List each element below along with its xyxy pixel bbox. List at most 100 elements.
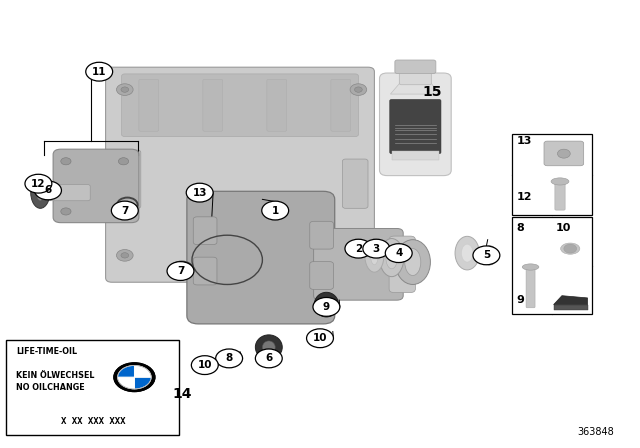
Wedge shape — [134, 366, 151, 377]
Circle shape — [25, 174, 52, 193]
Circle shape — [564, 244, 577, 253]
Circle shape — [385, 244, 412, 263]
FancyBboxPatch shape — [389, 236, 415, 293]
Text: 15: 15 — [422, 85, 442, 99]
Text: 8: 8 — [225, 353, 233, 363]
Text: 10: 10 — [556, 224, 571, 233]
Text: 12: 12 — [31, 179, 45, 189]
Wedge shape — [134, 377, 151, 389]
Ellipse shape — [314, 293, 339, 317]
Text: 363848: 363848 — [577, 427, 614, 437]
Circle shape — [61, 158, 71, 165]
Text: KEIN ÖLWECHSEL: KEIN ÖLWECHSEL — [16, 371, 95, 380]
Text: 9: 9 — [323, 302, 330, 312]
Text: 5: 5 — [483, 250, 490, 260]
FancyBboxPatch shape — [395, 60, 436, 73]
FancyBboxPatch shape — [193, 217, 217, 245]
Text: 2: 2 — [355, 244, 362, 254]
Circle shape — [216, 349, 243, 368]
FancyBboxPatch shape — [555, 182, 565, 210]
FancyBboxPatch shape — [392, 151, 439, 160]
Circle shape — [35, 181, 61, 200]
Circle shape — [116, 84, 133, 95]
Ellipse shape — [455, 237, 479, 270]
Text: 6: 6 — [265, 353, 273, 363]
Circle shape — [355, 87, 362, 92]
Circle shape — [114, 363, 155, 392]
Text: LIFE-TIME-OIL: LIFE-TIME-OIL — [16, 347, 77, 356]
Text: 7: 7 — [177, 266, 184, 276]
Text: 13: 13 — [193, 188, 207, 198]
Circle shape — [121, 87, 129, 92]
FancyBboxPatch shape — [187, 191, 335, 324]
FancyBboxPatch shape — [193, 257, 217, 285]
FancyBboxPatch shape — [106, 67, 374, 282]
FancyBboxPatch shape — [53, 149, 139, 223]
FancyBboxPatch shape — [310, 221, 333, 249]
Ellipse shape — [31, 176, 50, 208]
Ellipse shape — [36, 184, 44, 200]
Circle shape — [167, 262, 194, 280]
FancyBboxPatch shape — [37, 185, 90, 201]
Circle shape — [355, 253, 362, 258]
Text: 8: 8 — [516, 224, 524, 233]
Text: 7: 7 — [121, 206, 129, 215]
Circle shape — [313, 297, 340, 316]
Polygon shape — [554, 305, 588, 310]
Wedge shape — [118, 366, 134, 377]
FancyBboxPatch shape — [267, 79, 287, 131]
Circle shape — [255, 349, 282, 368]
Text: 6: 6 — [44, 185, 52, 195]
FancyBboxPatch shape — [399, 69, 431, 85]
FancyBboxPatch shape — [109, 150, 141, 208]
Bar — [6, 340, 179, 435]
Text: 4: 4 — [395, 248, 403, 258]
Ellipse shape — [386, 246, 397, 269]
Circle shape — [86, 62, 113, 81]
Text: 9: 9 — [516, 295, 524, 305]
Wedge shape — [118, 377, 134, 389]
Text: X XX XXX XXX: X XX XXX XXX — [61, 418, 125, 426]
Ellipse shape — [522, 264, 539, 270]
Ellipse shape — [561, 243, 580, 254]
FancyBboxPatch shape — [331, 79, 351, 131]
Ellipse shape — [461, 244, 473, 262]
Ellipse shape — [371, 246, 378, 265]
Text: NO OILCHANGE: NO OILCHANGE — [16, 383, 84, 392]
Bar — [512, 134, 592, 215]
Circle shape — [345, 239, 372, 258]
FancyBboxPatch shape — [526, 268, 535, 308]
Polygon shape — [554, 296, 588, 305]
Circle shape — [557, 149, 570, 158]
Text: 14: 14 — [173, 387, 192, 401]
Bar — [512, 217, 592, 314]
Circle shape — [116, 250, 133, 261]
FancyBboxPatch shape — [310, 262, 333, 289]
Text: 10: 10 — [198, 360, 212, 370]
Circle shape — [363, 239, 390, 258]
Circle shape — [61, 208, 71, 215]
FancyBboxPatch shape — [342, 159, 368, 208]
Text: 12: 12 — [517, 192, 532, 202]
Circle shape — [191, 356, 218, 375]
Circle shape — [262, 201, 289, 220]
FancyBboxPatch shape — [380, 73, 451, 176]
FancyBboxPatch shape — [122, 74, 358, 137]
Ellipse shape — [321, 298, 332, 311]
Text: 3: 3 — [372, 244, 380, 254]
Circle shape — [118, 208, 129, 215]
Circle shape — [473, 246, 500, 265]
Ellipse shape — [365, 238, 384, 272]
Circle shape — [121, 253, 129, 258]
Circle shape — [118, 158, 129, 165]
Ellipse shape — [551, 178, 569, 185]
Text: 1: 1 — [271, 206, 279, 215]
Ellipse shape — [396, 240, 431, 284]
FancyBboxPatch shape — [390, 99, 441, 154]
Ellipse shape — [380, 238, 404, 276]
Text: 11: 11 — [92, 67, 106, 77]
Ellipse shape — [255, 335, 282, 359]
FancyBboxPatch shape — [544, 141, 584, 166]
Text: 10: 10 — [313, 333, 327, 343]
Circle shape — [350, 84, 367, 95]
